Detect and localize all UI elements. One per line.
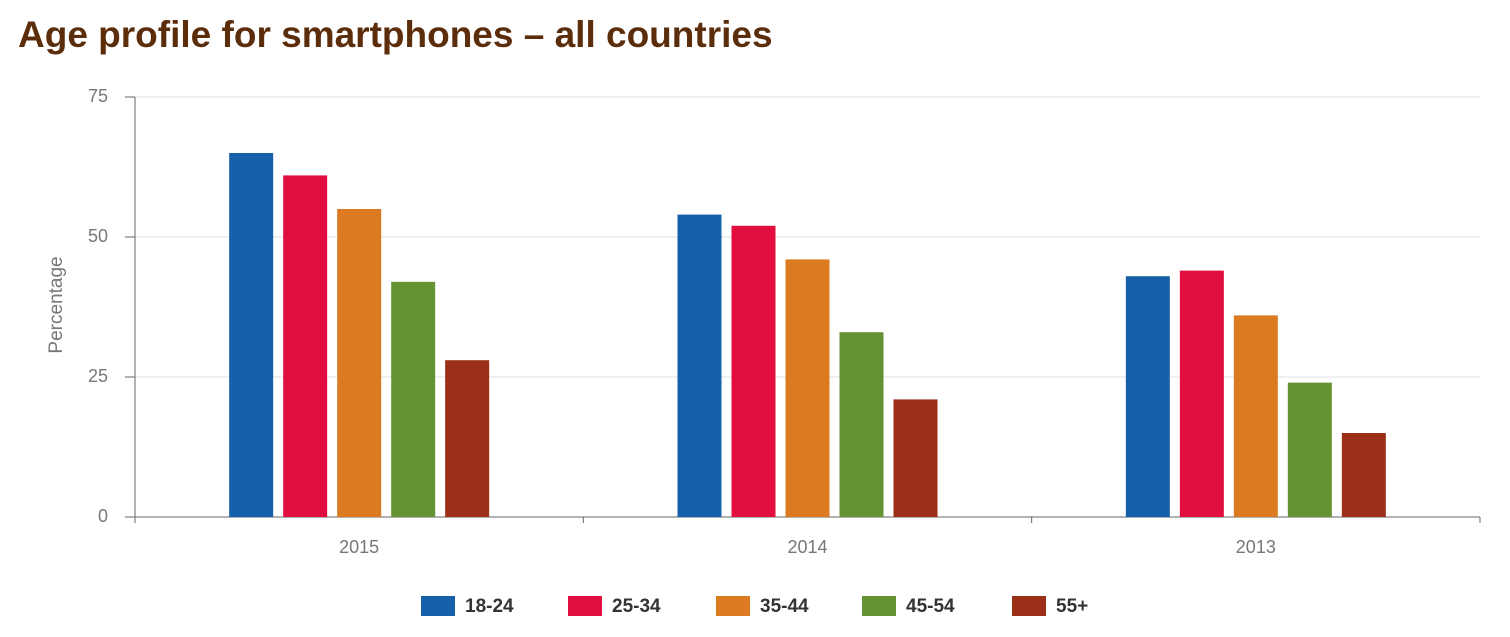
legend-label: 35-44 [760,596,809,617]
bar [839,332,884,517]
legend-label: 45-54 [906,596,955,617]
y-tick-label: 0 [98,506,108,526]
x-tick-label: 2015 [339,537,379,557]
bar [1125,276,1170,517]
y-tick-label: 75 [88,86,108,106]
bar [337,209,382,517]
bar [1287,382,1332,517]
bar [1179,270,1224,517]
bar [1341,433,1386,517]
x-tick-label: 2013 [1236,537,1276,557]
bar [1233,315,1278,517]
bar [785,259,830,517]
y-tick-label: 25 [88,366,108,386]
bar [391,281,436,517]
legend-swatch [716,596,750,616]
bar [677,214,722,517]
legend-label: 25-34 [612,596,661,617]
bar [229,153,274,517]
bar [893,399,938,517]
bar [283,175,328,517]
chart-title: Age profile for smartphones – all countr… [18,14,773,55]
legend-swatch [421,596,455,616]
legend-swatch [568,596,602,616]
bar [445,360,490,517]
bar [731,225,776,518]
y-tick-label: 50 [88,226,108,246]
legend-label: 55+ [1056,596,1088,617]
x-tick-label: 2014 [787,537,827,557]
legend-swatch [1012,596,1046,616]
legend-swatch [862,596,896,616]
y-axis-label: Percentage [46,256,67,353]
legend-label: 18-24 [465,596,514,617]
